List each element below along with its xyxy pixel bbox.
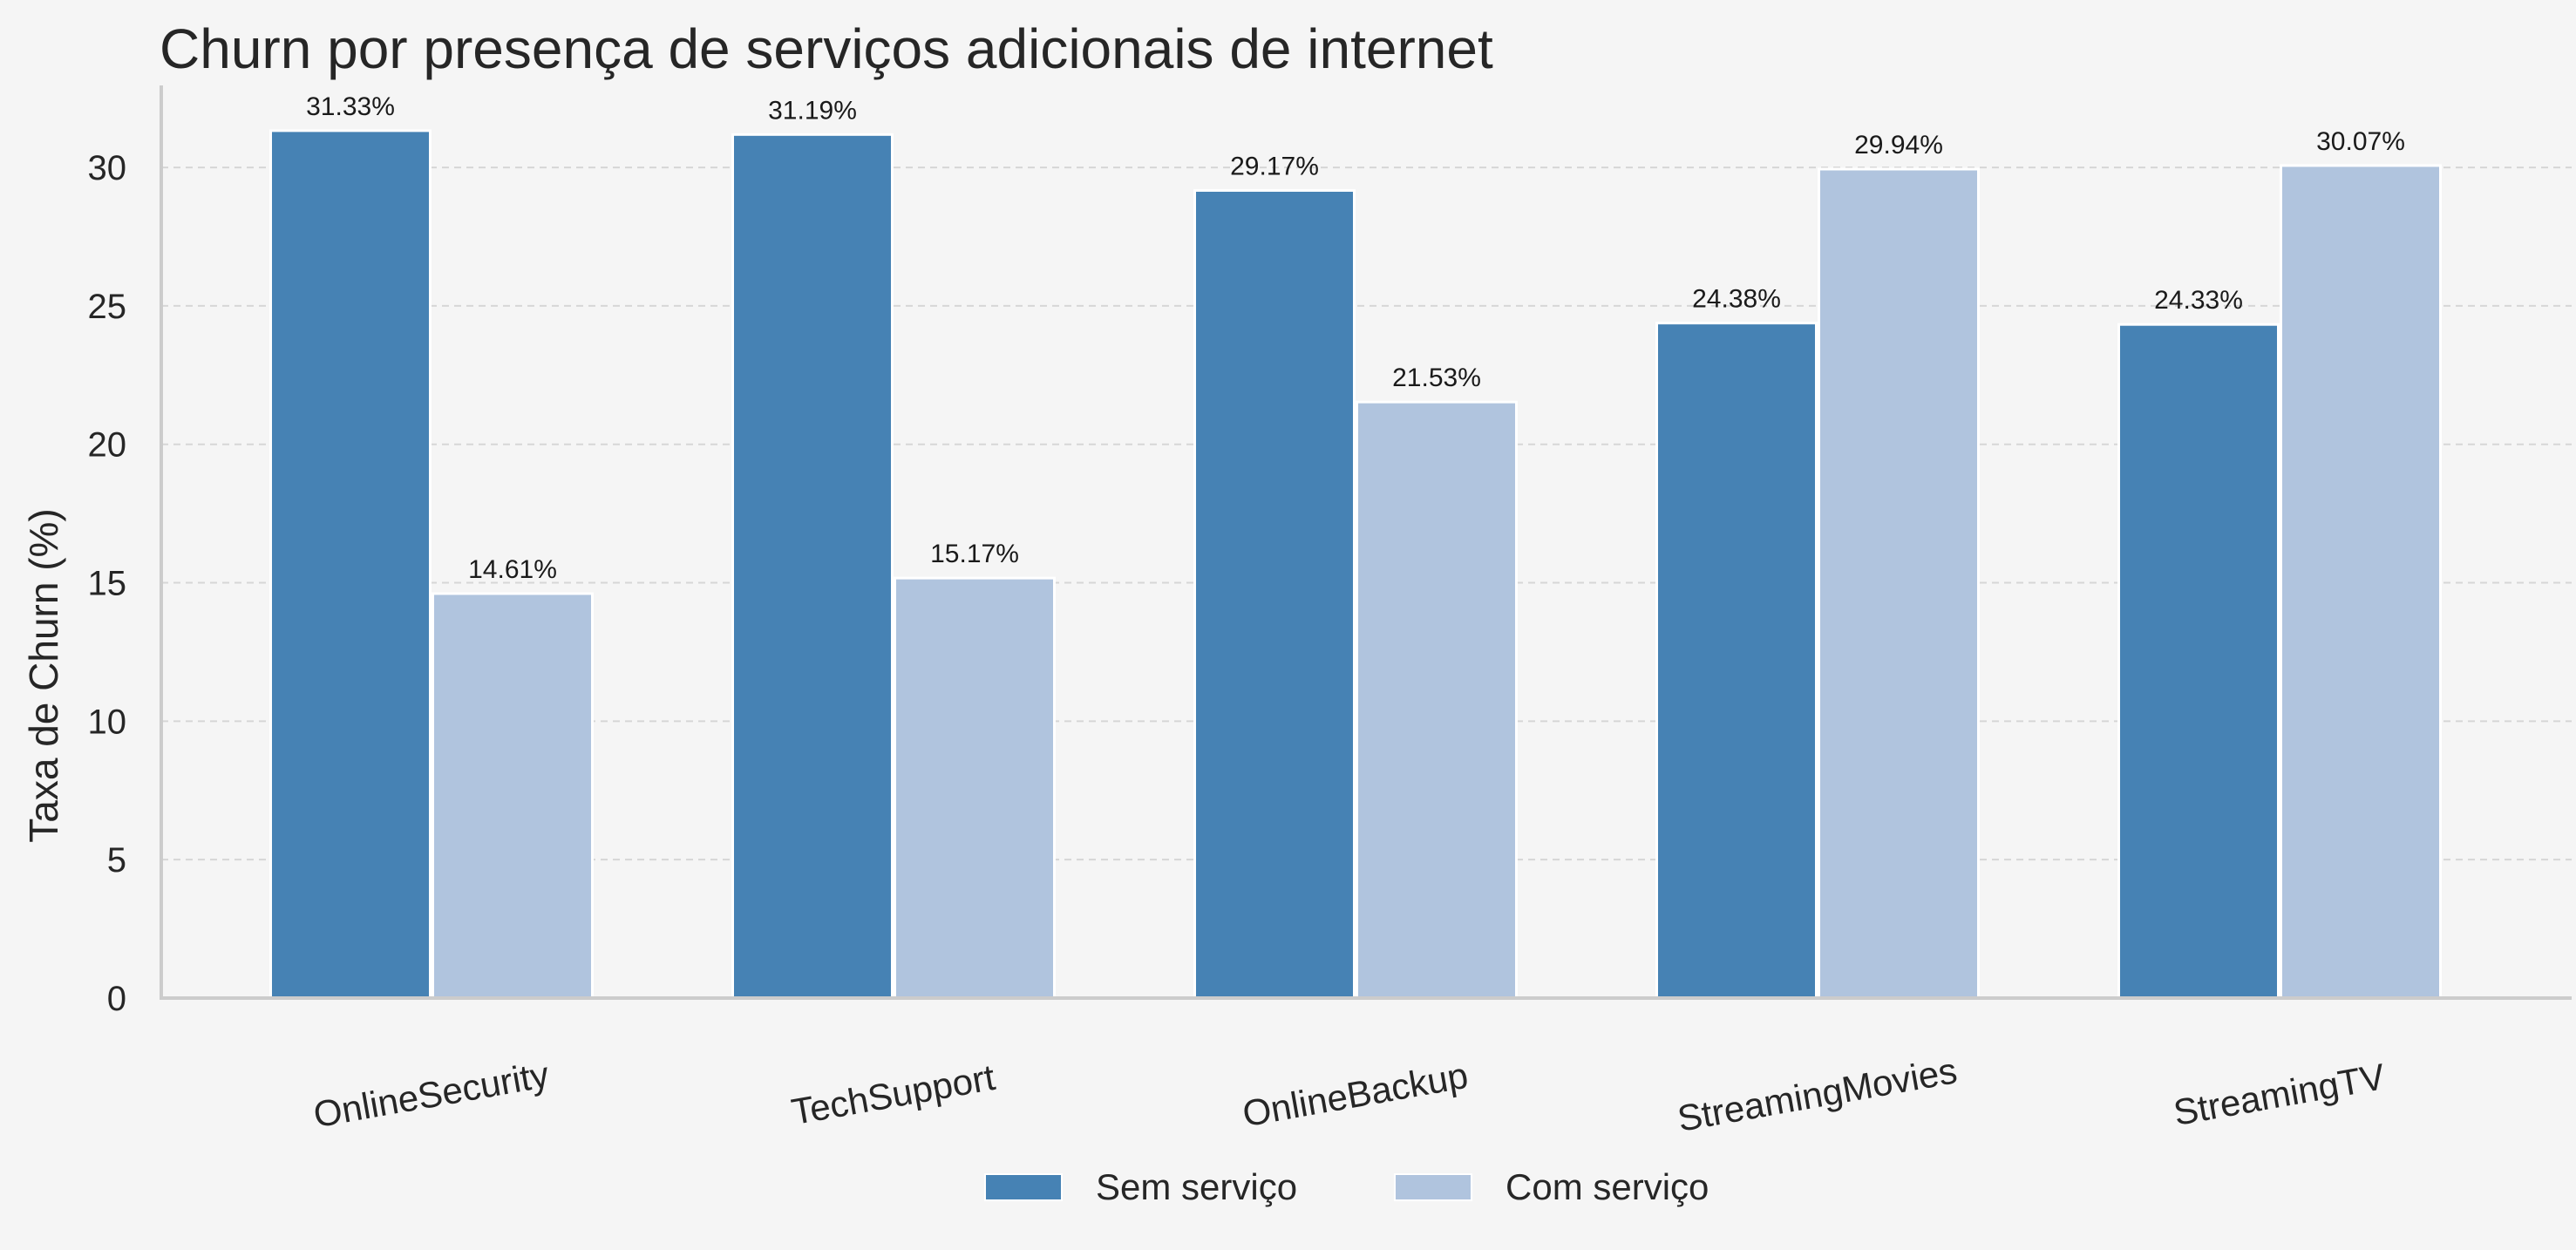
legend-swatch xyxy=(1394,1173,1472,1201)
y-tick-label: 25 xyxy=(88,288,127,326)
bar-com-servico-streamingmovies xyxy=(1818,167,1980,1000)
bars xyxy=(269,129,2442,1000)
data-label: 24.38% xyxy=(1692,285,1781,314)
bar-sem-servico-techsupport xyxy=(731,132,894,1000)
legend-swatch xyxy=(984,1173,1063,1201)
data-labels: 31.33% 14.61% 31.19% 15.17% 29.17% 21.53% 24.3… xyxy=(306,92,2405,584)
legend: Sem serviço Com serviço xyxy=(984,1166,1709,1207)
bar-com-servico-techsupport xyxy=(894,576,1056,1000)
data-label: 31.33% xyxy=(306,92,395,121)
bar-sem-servico-streamingmovies xyxy=(1655,322,1818,1000)
x-tick-label: StreamingTV xyxy=(2171,1056,2389,1133)
data-label: 21.53% xyxy=(1392,363,1481,392)
data-label: 29.17% xyxy=(1230,152,1319,180)
data-label: 29.94% xyxy=(1854,131,1943,160)
bar-com-servico-onlinesecurity xyxy=(432,592,594,1000)
y-tick-label: 20 xyxy=(88,426,127,465)
data-label: 30.07% xyxy=(2316,127,2405,156)
y-tick-label: 5 xyxy=(107,841,126,880)
y-tick-label: 15 xyxy=(88,565,127,603)
data-label: 15.17% xyxy=(930,540,1019,568)
y-tick-label: 10 xyxy=(88,703,127,741)
bar-com-servico-onlinebackup xyxy=(1356,400,1518,1000)
data-label: 14.61% xyxy=(468,555,557,584)
legend-label: Com serviço xyxy=(1505,1166,1709,1207)
x-tick-label: OnlineSecurity xyxy=(310,1054,552,1136)
y-tick-label: 30 xyxy=(88,149,127,187)
data-label: 24.33% xyxy=(2154,286,2243,315)
bar-com-servico-streamingtv xyxy=(2280,164,2442,1000)
y-tick-label: 0 xyxy=(107,980,126,1018)
bar-sem-servico-onlinesecurity xyxy=(269,129,432,1000)
x-tick-label: StreamingMovies xyxy=(1675,1050,1961,1139)
chart-title: Churn por presença de serviços adicionai… xyxy=(160,17,1493,80)
data-label: 31.19% xyxy=(768,96,857,125)
y-axis-label: Taxa de Churn (%) xyxy=(21,508,66,843)
x-tick-label: OnlineBackup xyxy=(1240,1055,1472,1135)
legend-label: Sem serviço xyxy=(1096,1166,1297,1207)
x-tick-label: TechSupport xyxy=(788,1056,998,1132)
bar-sem-servico-onlinebackup xyxy=(1193,188,1356,1000)
bar-sem-servico-streamingtv xyxy=(2117,323,2280,1000)
